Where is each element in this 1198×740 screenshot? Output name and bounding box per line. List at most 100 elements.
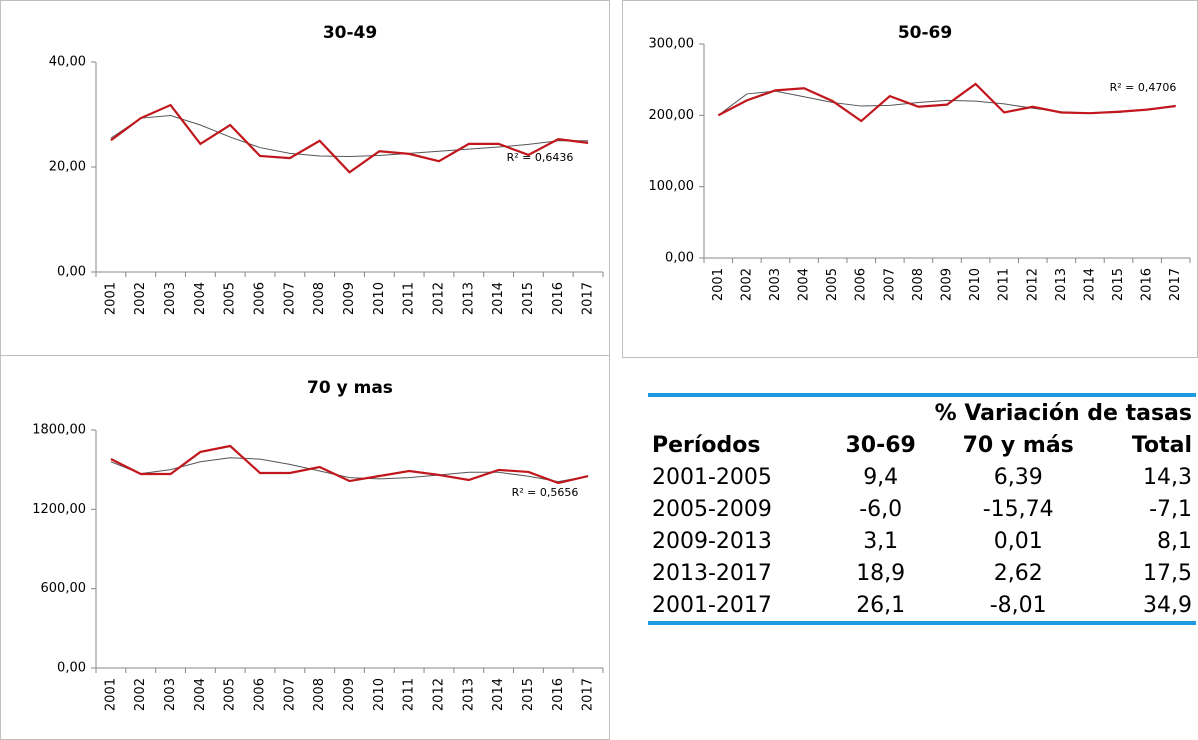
- table-cell: 3,1: [863, 528, 899, 554]
- chart-title: 30-49: [323, 23, 377, 43]
- table: % Variación de tasas Períodos 30-69 70 y m…: [648, 393, 1196, 625]
- x-tick-label: 2002: [739, 268, 754, 301]
- table-cell: 17,5: [1143, 560, 1192, 586]
- data-line: [110, 444, 589, 485]
- chart-title: 70 y mas: [307, 378, 393, 398]
- x-tick-label: 2015: [521, 282, 536, 315]
- header-cell: Total: [1131, 432, 1192, 458]
- x-tick-label: 2017: [1168, 268, 1183, 301]
- table-row: 2009-2013 3,1 0,01 8,1: [648, 525, 1196, 557]
- trend-line: [110, 115, 589, 158]
- table-row: 2001-2017 26,1 -8,01 34,9: [648, 589, 1196, 621]
- x-tick-label: 2004: [797, 268, 812, 301]
- y-tick-label: 0,00: [57, 265, 86, 280]
- x-tick-label: 2008: [911, 268, 926, 301]
- x-tick-label: 2003: [163, 282, 178, 315]
- x-tick-label: 2010: [968, 268, 983, 301]
- x-tick-label: 2002: [133, 282, 148, 315]
- x-tick-label: 2011: [402, 282, 417, 315]
- x-tick-label: 2010: [372, 678, 387, 711]
- x-tick-label: 2016: [551, 282, 566, 315]
- chart-frame: [0, 0, 610, 356]
- table-cell: -7,1: [1149, 496, 1192, 522]
- table-title: % Variación de tasas: [934, 400, 1192, 426]
- table-cell: 2005-2009: [652, 496, 772, 522]
- table-row: 2001-2005 9,4 6,39 14,3: [648, 461, 1196, 493]
- table-cell: 2,62: [993, 560, 1043, 586]
- x-tick-label: 2003: [163, 678, 178, 711]
- table-cell: 34,9: [1143, 592, 1192, 618]
- x-tick-label: 2005: [223, 282, 238, 315]
- y-tick-label: 1800,00: [32, 423, 86, 438]
- x-tick-label: 2006: [253, 678, 268, 711]
- data-line: [717, 82, 1176, 123]
- y-tick-label: 200,00: [649, 108, 695, 123]
- y-tick-label: 20,00: [49, 160, 86, 175]
- table-cell: -6,0: [859, 496, 903, 522]
- x-tick-label: 2013: [461, 678, 476, 711]
- x-tick-label: 2014: [491, 282, 506, 315]
- x-tick-label: 2012: [1025, 268, 1040, 301]
- annotation: R² = 0,5656: [512, 486, 579, 499]
- x-tick-label: 2015: [521, 678, 536, 711]
- x-tick-label: 2017: [581, 282, 596, 315]
- x-tick-label: 2007: [882, 268, 897, 301]
- x-tick-label: 2008: [312, 282, 327, 315]
- chart-title: 50-69: [898, 23, 952, 43]
- y-tick-label: 40,00: [49, 55, 86, 70]
- y-tick-label: 0,00: [665, 251, 694, 266]
- table-cell: 14,3: [1143, 464, 1192, 490]
- x-tick-label: 2001: [103, 678, 118, 711]
- x-tick-label: 2005: [825, 268, 840, 301]
- x-tick-label: 2017: [581, 678, 596, 711]
- x-tick-label: 2010: [372, 282, 387, 315]
- x-tick-label: 2014: [1082, 268, 1097, 301]
- x-tick-label: 2005: [223, 678, 238, 711]
- x-tick-label: 2011: [402, 678, 417, 711]
- chart-frame: [622, 0, 1198, 358]
- x-tick-label: 2001: [711, 268, 726, 301]
- y-tick-label: 300,00: [649, 37, 695, 52]
- table-cell: 8,1: [1157, 528, 1192, 554]
- x-tick-label: 2009: [342, 678, 357, 711]
- table-cell: 2013-2017: [652, 560, 772, 586]
- x-tick-label: 2003: [768, 268, 783, 301]
- table-body: % Variación de tasas Períodos 30-69 70 y m…: [648, 397, 1196, 621]
- y-tick-label: 0,00: [57, 661, 86, 676]
- x-tick-label: 2012: [431, 678, 446, 711]
- table-cell: -8,01: [989, 592, 1047, 618]
- table-cell: 9,4: [863, 464, 899, 490]
- table-cell: 2001-2017: [652, 592, 772, 618]
- x-tick-label: 2012: [431, 282, 446, 315]
- x-tick-label: 2007: [282, 282, 297, 315]
- x-tick-label: 2002: [133, 678, 148, 711]
- trend-line: [110, 457, 589, 483]
- x-tick-label: 2004: [193, 678, 208, 711]
- chart-frame: [0, 355, 610, 740]
- table-cell: 2009-2013: [652, 528, 772, 554]
- table-row: 2013-2017 18,9 2,62 17,5: [648, 557, 1196, 589]
- x-tick-label: 2013: [461, 282, 476, 315]
- x-tick-label: 2007: [282, 678, 297, 711]
- x-tick-label: 2014: [491, 678, 506, 711]
- annotation: R² = 0,6436: [507, 151, 574, 164]
- y-tick-label: 600,00: [41, 581, 87, 596]
- x-tick-label: 2009: [940, 268, 955, 301]
- table-cell: 2001-2005: [652, 464, 772, 490]
- header-cell: Períodos: [652, 432, 761, 458]
- x-tick-label: 2016: [1140, 268, 1155, 301]
- table-cell: -15,74: [982, 496, 1054, 522]
- x-tick-label: 2015: [1111, 268, 1126, 301]
- x-tick-label: 2016: [551, 678, 566, 711]
- x-tick-label: 2013: [1054, 268, 1069, 301]
- x-tick-label: 2001: [103, 282, 118, 315]
- table-cell: 6,39: [993, 464, 1043, 490]
- x-tick-label: 2006: [253, 282, 268, 315]
- x-tick-label: 2006: [854, 268, 869, 301]
- table-header: Períodos 30-69 70 y más Total: [648, 429, 1196, 461]
- header-cell: 70 y más: [962, 432, 1074, 458]
- header-cell: 30-69: [845, 432, 916, 458]
- x-tick-label: 2009: [342, 282, 357, 315]
